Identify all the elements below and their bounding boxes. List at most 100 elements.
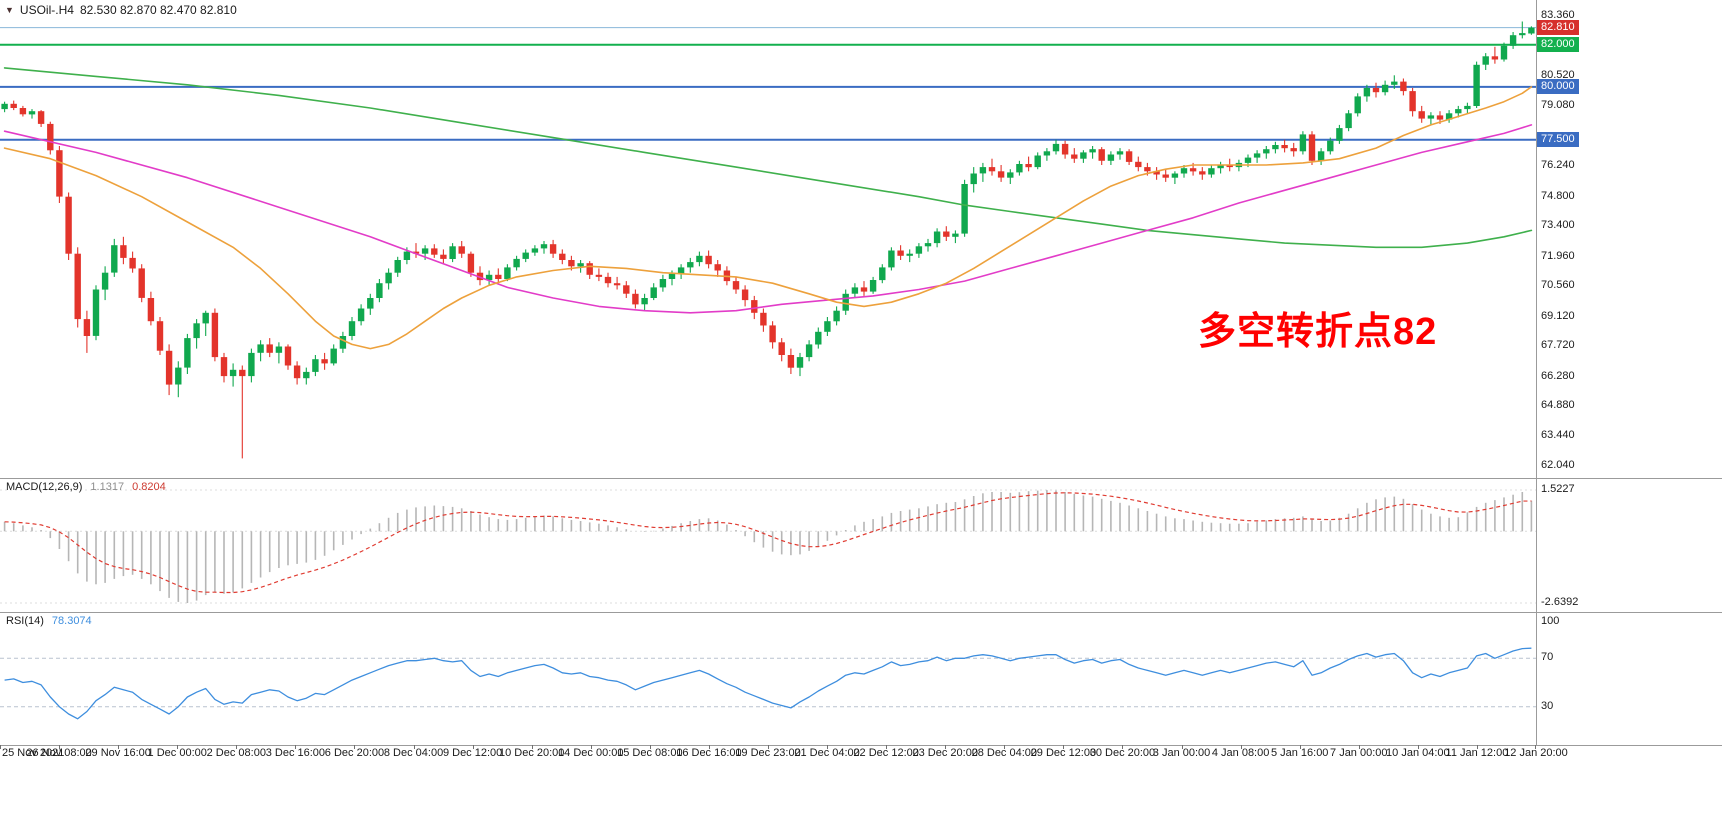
time-axis-tick xyxy=(472,745,474,749)
macd-signal-value: 0.8204 xyxy=(132,481,166,493)
price-axis-label: 71.960 xyxy=(1541,249,1575,262)
blue-line-80-badge[interactable]: 80.000 xyxy=(1537,78,1579,94)
time-axis-label: 19 Dec 23:00 xyxy=(735,747,801,759)
time-axis-label: 28 Dec 04:00 xyxy=(971,747,1038,759)
time-axis-tick xyxy=(827,745,829,749)
time-axis-tick xyxy=(886,745,888,749)
time-axis-label: 6 Dec 20:00 xyxy=(324,747,385,759)
macd-pane[interactable] xyxy=(0,478,1722,612)
time-axis-tick xyxy=(531,745,533,749)
time-axis-tick xyxy=(1417,745,1419,749)
macd-histogram xyxy=(3,490,1533,603)
ma-mid-magenta xyxy=(3,124,1533,314)
time-axis-tick xyxy=(768,745,769,749)
time-axis-tick xyxy=(708,745,710,749)
pane-separator[interactable] xyxy=(0,478,1722,479)
rsi-name: RSI(14) xyxy=(6,615,44,627)
candlestick-series xyxy=(1,21,1535,459)
time-axis-label: 7 Jan 00:00 xyxy=(1330,747,1388,759)
time-axis-label: 26 Nov 08:00 xyxy=(26,747,92,759)
time-axis-label: 9 Dec 12:00 xyxy=(442,747,503,759)
time-axis-tick xyxy=(1122,745,1124,749)
blue-line-77-5-badge[interactable]: 77.500 xyxy=(1537,131,1579,147)
price-axis-label: 79.080 xyxy=(1541,99,1575,112)
time-axis-tick xyxy=(1476,745,1478,749)
time-axis-tick xyxy=(413,745,415,749)
price-pane[interactable] xyxy=(0,0,1722,478)
price-axis-label: 76.240 xyxy=(1541,159,1575,172)
price-axis-label: 67.720 xyxy=(1541,339,1575,352)
price-axis-label: 62.040 xyxy=(1541,459,1575,471)
time-axis-tick xyxy=(1004,745,1006,749)
time-axis-label: 10 Dec 20:00 xyxy=(498,747,565,759)
price-axis-label: 83.360 xyxy=(1541,9,1575,21)
time-axis-label: 25 Nov 2021 xyxy=(2,747,65,759)
time-axis-label: 5 Jan 16:00 xyxy=(1270,747,1329,759)
time-axis-label: 11 Jan 12:00 xyxy=(1445,747,1509,759)
time-axis-label: 29 Nov 16:00 xyxy=(85,747,151,759)
price-axis-label: 69.120 xyxy=(1541,309,1575,322)
time-axis-tick xyxy=(590,745,592,749)
time-axis-tick xyxy=(1358,745,1360,749)
price-axis-separator xyxy=(1536,0,1537,745)
price-axis-label: 63.440 xyxy=(1541,429,1575,442)
rsi-axis-label: 100 xyxy=(1541,615,1560,627)
pane-separator[interactable] xyxy=(0,612,1722,613)
macd-axis-label: -2.6392 xyxy=(1541,596,1579,608)
macd-main-value: 1.1317 xyxy=(90,481,125,493)
time-axis-label: 12 Jan 20:00 xyxy=(1504,747,1568,759)
macd-axis-label: 1.5227 xyxy=(1541,483,1575,495)
chart-annotation-text: 多空转折点82 xyxy=(1198,311,1438,353)
symbol-period-label: USOil-.H4 xyxy=(19,3,74,17)
rsi-value: 78.3074 xyxy=(51,615,92,627)
rsi-line xyxy=(4,647,1532,720)
time-axis-label: 30 Dec 20:00 xyxy=(1089,747,1156,759)
rsi-indicator-label: RSI(14) 78.3074 xyxy=(6,615,92,627)
price-axis-label: 70.560 xyxy=(1541,279,1575,292)
time-axis-label: 22 Dec 12:00 xyxy=(853,747,919,759)
time-axis-label: 10 Jan 04:00 xyxy=(1386,747,1450,759)
ma-slow-green xyxy=(3,67,1533,249)
macd-signal-line xyxy=(4,492,1532,594)
time-axis-tick xyxy=(0,745,1,749)
price-axis-label: 73.400 xyxy=(1541,219,1575,232)
time-axis-tick xyxy=(649,745,651,749)
time-axis-tick xyxy=(295,745,297,749)
horizontal-level-lines[interactable] xyxy=(0,27,1536,141)
macd-name: MACD(12,26,9) xyxy=(6,481,83,493)
green-line-82-badge[interactable]: 82.000 xyxy=(1537,36,1579,52)
pane-separator[interactable] xyxy=(0,745,1722,746)
time-axis-label: 23 Dec 20:00 xyxy=(912,747,978,759)
time-axis-tick xyxy=(1240,745,1242,749)
price-axis-label: 80.520 xyxy=(1541,68,1575,81)
moving-average-lines xyxy=(3,67,1533,350)
rsi-axis-label: 70 xyxy=(1541,651,1554,664)
time-axis-tick xyxy=(1181,745,1183,749)
rsi-pane[interactable] xyxy=(0,612,1722,745)
time-axis-tick xyxy=(1535,745,1536,749)
time-axis-label: 3 Dec 16:00 xyxy=(265,747,326,759)
chart-title: ▼ USOil-.H4 82.530 82.870 82.470 82.810 xyxy=(5,3,237,17)
time-axis-label: 15 Dec 08:00 xyxy=(617,747,683,759)
time-axis-label: 8 Dec 04:00 xyxy=(383,747,444,759)
price-axis-label: 74.800 xyxy=(1541,189,1575,202)
time-axis-label: 14 Dec 00:00 xyxy=(558,747,624,759)
time-axis-label: 16 Dec 16:00 xyxy=(676,747,742,759)
ohlc-values: 82.530 82.870 82.470 82.810 xyxy=(79,3,237,17)
time-axis-tick xyxy=(1299,745,1301,749)
price-axis-label: 66.280 xyxy=(1541,369,1575,382)
macd-indicator-label: MACD(12,26,9) 1.1317 0.8204 xyxy=(6,481,166,493)
time-axis-label: 21 Dec 04:00 xyxy=(794,747,860,759)
time-axis-label: 1 Dec 00:00 xyxy=(147,747,207,759)
time-axis-tick xyxy=(354,745,356,749)
time-axis-tick xyxy=(236,745,238,749)
time-axis-tick xyxy=(59,745,61,749)
symbol-dropdown-icon[interactable]: ▼ xyxy=(5,5,14,15)
time-axis-tick xyxy=(945,745,947,749)
time-axis-tick xyxy=(1063,745,1065,749)
current-price-level-badge: 82.810 xyxy=(1537,19,1579,35)
time-axis-label: 2 Dec 08:00 xyxy=(206,747,266,759)
time-axis-tick xyxy=(118,745,120,749)
time-axis-tick xyxy=(177,745,179,749)
